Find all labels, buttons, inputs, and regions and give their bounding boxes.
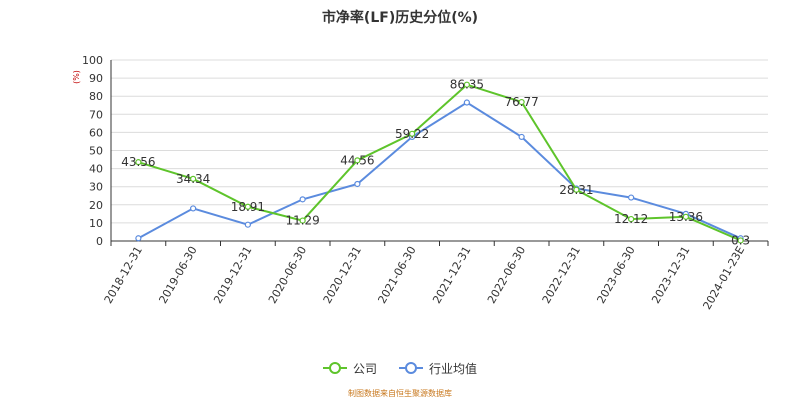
data-point-company (354, 157, 361, 164)
x-tick-label: 2022-12-31 (540, 244, 583, 306)
data-point-company (190, 175, 197, 182)
y-tick-label: 80 (89, 90, 103, 103)
data-point-industry (190, 205, 197, 212)
data-point-industry (135, 235, 142, 242)
data-label-company: 43.56 (121, 155, 155, 169)
series (135, 81, 744, 244)
x-tick-label: 2019-12-31 (211, 244, 254, 306)
data-point-company (299, 217, 306, 224)
data-label-company: 18.91 (231, 200, 265, 214)
data-label-company: 59.22 (395, 127, 429, 141)
data-point-industry (354, 180, 361, 188)
data-point-company (573, 186, 580, 193)
legend-label-company: 公司 (352, 361, 377, 376)
data-label-company: 34.34 (176, 172, 210, 186)
data-label-company: 86.35 (450, 78, 484, 92)
x-tick-label: 2024-01-23E (701, 244, 748, 312)
data-point-industry (518, 133, 525, 141)
x-tick-label: 2020-06-30 (266, 244, 309, 306)
y-tick-label: 0 (96, 235, 103, 248)
legend-line-circle-icon (399, 362, 423, 374)
legend-item-industry[interactable]: 行业均值 (399, 360, 477, 377)
data-label-company: 11.29 (285, 214, 319, 228)
grid-lines (111, 59, 768, 224)
x-tick-label: 2021-06-30 (375, 244, 418, 306)
y-tick-label: 20 (89, 199, 103, 212)
data-point-industry (628, 194, 635, 201)
data-point-industry (299, 196, 306, 203)
legend-label-industry: 行业均值 (429, 361, 478, 376)
data-point-industry (244, 221, 251, 228)
y-tick-label: 60 (89, 126, 103, 139)
data-point-company (244, 203, 251, 210)
x-tick-label: 2018-12-31 (102, 244, 145, 306)
legend-line-circle-icon (322, 362, 347, 374)
data-point-company (463, 81, 470, 88)
x-tick-label: 2019-06-30 (156, 244, 199, 306)
x-tick-label: 2021-12-31 (430, 244, 473, 306)
data-point-company (737, 237, 744, 244)
series-line-company (138, 83, 741, 242)
data-point-company (135, 159, 142, 166)
source-note: 制图数据来自恒生聚源数据库 (348, 389, 452, 398)
data-label-company: 0.3 (731, 233, 750, 247)
y-tick-label: 70 (89, 108, 103, 121)
data-label-company: 44.56 (340, 153, 374, 167)
legend: 公司 行业均值 (0, 358, 800, 378)
chart-title: 市净率(LF)历史分位(%) (322, 9, 478, 26)
y-tick-label: 50 (89, 145, 103, 158)
data-label-company: 12.12 (614, 212, 648, 226)
x-tick-label: 2023-12-31 (649, 244, 692, 306)
x-tick-label: 2022-06-30 (485, 244, 528, 306)
x-tick-label: 2020-12-31 (321, 244, 364, 306)
data-label-company: 13.36 (669, 210, 703, 224)
data-point-company (409, 130, 416, 137)
y-tick-label: 30 (89, 181, 103, 194)
y-tick-label: 40 (89, 163, 103, 176)
y-tick-label: 100 (82, 54, 103, 67)
x-tick-label: 2023-06-30 (594, 244, 637, 306)
data-point-company (682, 213, 689, 220)
legend-item-company[interactable]: 公司 (322, 360, 377, 377)
y-tick-label: 10 (89, 217, 103, 230)
y-tick-label: 90 (89, 72, 103, 85)
data-point-industry (463, 99, 470, 106)
data-label-company: 76.77 (504, 95, 538, 109)
series-line-industry (137, 101, 742, 240)
data-label-company: 28.31 (559, 183, 593, 197)
data-labels: 43.56 34.34 18.91 11.29 44.56 59.22 86.35 76.77… (121, 78, 750, 248)
data-point-company (628, 215, 635, 223)
data-point-company (518, 98, 525, 106)
y-axis-unit: (%) (72, 70, 81, 84)
